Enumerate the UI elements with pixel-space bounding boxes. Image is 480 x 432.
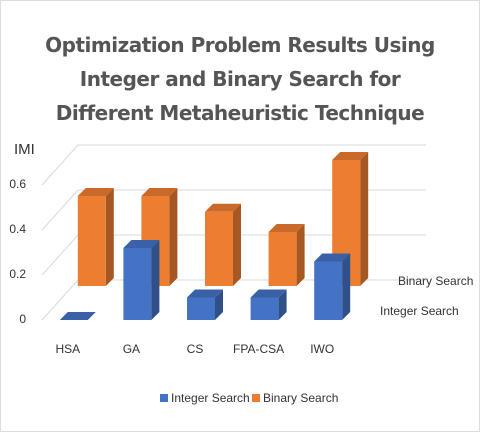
- chart-title: Optimization Problem Results Using Integ…: [45, 33, 435, 125]
- y-tick-label: 0.4: [9, 222, 26, 236]
- y-axis-label: IMI: [14, 141, 35, 158]
- bar-side: [233, 203, 241, 286]
- bar: [205, 211, 233, 286]
- bar: [268, 232, 297, 286]
- grid-line: [41, 189, 426, 231]
- x-tick-label: GA: [123, 342, 140, 356]
- bar-top: [250, 289, 287, 298]
- bar-side: [151, 240, 160, 320]
- bar: [314, 261, 343, 320]
- bar-top: [77, 188, 114, 196]
- bar: [123, 248, 152, 320]
- bar-top: [268, 224, 305, 232]
- bar-side: [360, 152, 369, 286]
- x-tick-label: FPA-CSA: [233, 342, 284, 356]
- bar: [187, 297, 215, 320]
- bar: [250, 297, 279, 320]
- y-tick-label: 0: [19, 312, 26, 326]
- bar: [77, 196, 106, 286]
- x-tick-label: IWO: [310, 342, 334, 356]
- bar-side: [105, 188, 114, 286]
- bar-side: [169, 188, 178, 286]
- bar-side: [342, 253, 351, 320]
- x-tick-label: HSA: [55, 342, 80, 356]
- legend-label: Binary Search: [263, 391, 338, 405]
- bar-top: [59, 312, 96, 320]
- bar-top: [141, 188, 178, 196]
- bar-side: [278, 289, 287, 320]
- y-tick-label: 0.2: [9, 267, 26, 281]
- bar-top: [123, 240, 160, 248]
- depth-label: Integer Search: [380, 304, 459, 318]
- bar-top: [187, 289, 223, 298]
- legend-label: Integer Search: [171, 391, 250, 405]
- bar-top: [332, 152, 369, 160]
- legend-swatch: [160, 394, 168, 402]
- bar-top: [314, 253, 351, 262]
- grid-line: [41, 144, 426, 186]
- depth-label: Binary Search: [398, 274, 473, 288]
- legend-swatch: [252, 394, 260, 402]
- y-tick-label: 0.6: [9, 177, 26, 191]
- bar-side: [296, 224, 305, 286]
- bar-top: [205, 203, 241, 212]
- x-tick-label: CS: [187, 342, 204, 356]
- bar-side: [215, 289, 223, 320]
